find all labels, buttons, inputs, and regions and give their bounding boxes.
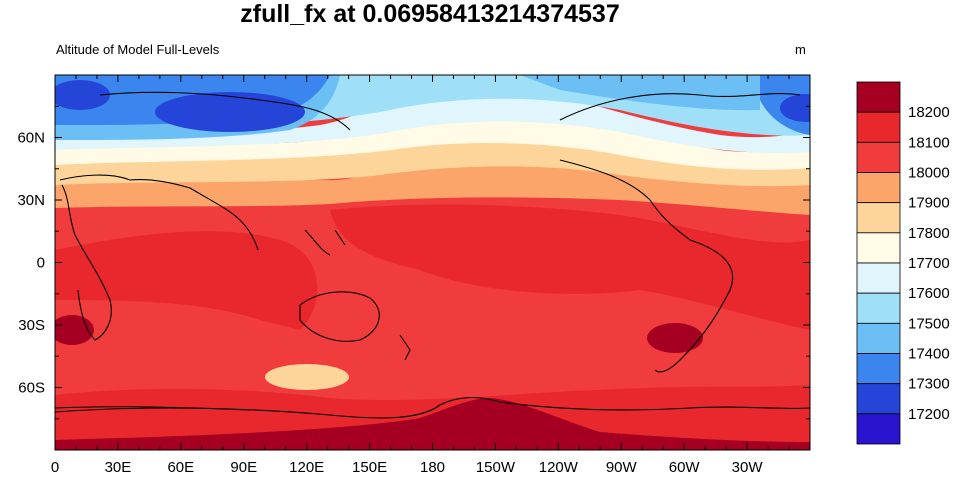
map-field [55,75,810,450]
x-tick-label: 60E [167,459,194,476]
coast-africa [61,184,112,341]
colorbar-box [856,292,901,324]
y-tick-labels: 60N 30N 0 30S 60S [17,130,45,397]
variable-long-name: Altitude of Model Full-Levels [56,42,220,57]
x-tick-label: 150W [476,459,516,476]
colorbar-box [856,232,901,264]
coast-new-zealand [399,334,411,361]
max-antarctica [55,398,810,450]
colorbar-box [856,202,901,234]
colorbar-box [856,262,901,294]
x-tick-labels: 0 30E 60E 90E 120E 150E 180 150W 120W 90W 60W 30W [51,459,764,476]
coastlines [55,91,810,419]
coast-eurasia-arctic [99,91,351,131]
band-sky-arctic [520,75,760,111]
colorbar-box [856,172,901,204]
colorbar-labels: 18200 18100 18000 17900 17800 17700 17600 17500… [908,104,950,423]
x-tick-label: 90W [606,459,638,476]
colorbar-label: 17200 [908,406,950,423]
hot-region-pacific [330,204,810,330]
band-pale-blue-north [55,89,810,154]
max-south-america [647,323,703,353]
coast-americas [559,159,734,373]
coast-australia [299,291,380,342]
colorbar-label: 17700 [908,255,950,272]
colorbar-label: 17300 [908,376,950,393]
coast-antarctica [55,396,810,419]
x-tick-label: 30E [105,459,132,476]
colorbar-label: 17600 [908,285,950,302]
units-label: m [795,42,806,57]
colorbar-box [856,383,901,415]
x-tick-label: 0 [51,459,59,476]
x-tick-label: 120W [539,459,579,476]
peach-southern-ocean [265,364,349,390]
colorbar-box [856,111,901,143]
colorbar-box [856,81,901,113]
colorbar-label: 18200 [908,104,950,121]
deep-blue-arctic [55,80,110,110]
axis-ticks [54,74,811,451]
colorbar-box [856,413,901,445]
x-tick-label: 180 [420,459,445,476]
colorbar-boxes [856,81,901,445]
coast-maritime [304,229,346,256]
colorbar-label: 17800 [908,225,950,242]
colorbar-box [856,141,901,173]
coast-eurasia-south [59,174,259,251]
y-tick-label: 30N [17,192,45,209]
x-tick-label: 120E [289,459,324,476]
y-tick-label: 0 [37,255,45,272]
band-orange-north [55,154,810,215]
colorbar-label: 18100 [908,134,950,151]
y-tick-label: 30S [18,317,45,334]
coast-north-america-arctic [559,93,801,121]
x-tick-label: 90E [230,459,257,476]
band-peach-north [55,131,810,187]
y-tick-label: 60N [17,130,45,147]
hot-region-indian [55,231,318,330]
colorbar-label: 17900 [908,195,950,212]
band-cream-north [55,108,810,170]
colorbar-box [856,353,901,385]
colorbar-box [856,322,901,354]
deep-blue-siberia [155,92,305,132]
x-tick-label: 30W [732,459,764,476]
x-tick-label: 60W [669,459,701,476]
colorbar-label: 17400 [908,346,950,363]
colorbar-label: 18000 [908,165,950,182]
y-tick-label: 60S [18,380,45,397]
plot-title: zfull_fx at 0.06958413214374537 [240,0,620,28]
colorbar-label: 17500 [908,315,950,332]
deep-blue-greenland [780,94,810,122]
x-tick-label: 150E [352,459,387,476]
